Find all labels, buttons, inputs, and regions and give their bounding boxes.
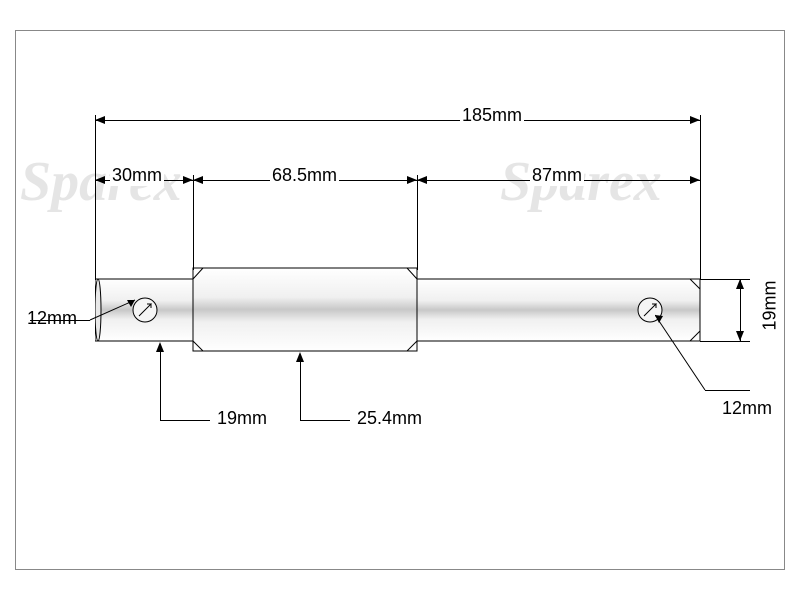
hole-right-text: 12mm [720, 398, 774, 419]
ext-line [95, 115, 96, 280]
ext-line [700, 115, 701, 280]
leader-arrow [296, 352, 304, 362]
dim-seg1-text: 30mm [110, 165, 164, 186]
dim-seg3-text: 87mm [530, 165, 584, 186]
hole-left-text: 12mm [25, 308, 79, 329]
ext-line [417, 175, 418, 270]
ext-line [193, 175, 194, 270]
pin-drawing [95, 250, 715, 370]
hole-leader-diag-right [655, 310, 735, 400]
leader-line [160, 352, 161, 420]
dim-seg2-text: 68.5mm [270, 165, 339, 186]
leader-line-h [160, 420, 210, 421]
hole-leader-h-right [705, 390, 750, 391]
dim-overall-text: 185mm [460, 105, 524, 126]
dim-dia-mid-text: 25.4mm [355, 408, 424, 429]
hole-leader-diag [85, 298, 145, 328]
leader-line [300, 362, 301, 420]
dim-dia-main-text: 19mm [760, 280, 781, 330]
dim-dia-main [740, 279, 741, 341]
dim-overall [95, 120, 700, 121]
leader-line-h [300, 420, 350, 421]
dim-dia-small-text: 19mm [215, 408, 269, 429]
leader-arrow [156, 342, 164, 352]
